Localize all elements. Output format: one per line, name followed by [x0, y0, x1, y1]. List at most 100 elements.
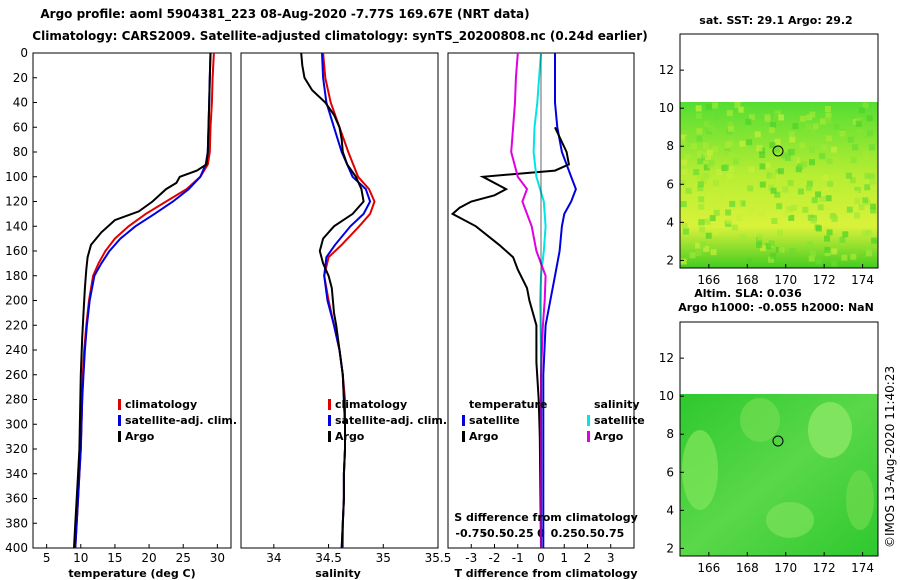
sst-cell — [776, 203, 783, 210]
sst-cell — [862, 102, 869, 109]
sst-cell — [871, 104, 878, 111]
sst-cell — [871, 237, 877, 244]
sst-cell — [854, 187, 861, 193]
sst-cell — [689, 161, 696, 167]
map-y-tick-label: 10 — [659, 389, 674, 403]
sst-x-tick-labels: 166 168 170 172 174 — [697, 264, 874, 287]
sst-cell — [822, 175, 829, 181]
depth-tick-label: 300 — [5, 417, 28, 431]
sst-cell — [731, 224, 738, 231]
legend-s-argo: Argo — [594, 430, 624, 443]
depth-tick-label: 180 — [5, 269, 28, 283]
sst-cell — [756, 145, 763, 152]
sst-cell — [816, 225, 822, 232]
x2-tick-label: -0.75 — [455, 527, 487, 540]
sst-cell — [801, 161, 808, 168]
legend-satellite-adj: satellite-adj. clim. — [125, 414, 237, 427]
sst-cell — [830, 146, 837, 153]
sst-cell — [778, 114, 784, 121]
sst-cell — [725, 141, 731, 148]
map-x-tick-label: 166 — [697, 273, 720, 287]
sla-field-texture — [682, 398, 874, 538]
map-y-tick-label: 2 — [666, 541, 674, 555]
depth-tick-label: 240 — [5, 343, 28, 357]
depth-tick-label: 280 — [5, 393, 28, 407]
sst-cell — [744, 191, 751, 197]
sst-cell — [788, 214, 795, 221]
temperature-panel: 0 20 40 60 80 100 120 140 160 180 200 220 240 260 280 3… — [5, 46, 452, 580]
sst-cell — [709, 215, 716, 222]
sst-y-tick-labels: 2 4 6 8 10 12 — [659, 63, 684, 267]
depth-tick-label: 120 — [5, 195, 28, 209]
legend-swatch-argo — [118, 431, 121, 442]
sst-cell — [728, 166, 735, 173]
sst-cell — [693, 169, 700, 176]
legend-swatch-climatology — [328, 399, 331, 410]
legend-swatch-s-satellite — [587, 415, 590, 426]
s-difference-label: S difference from climatology — [454, 511, 638, 524]
temperature-legend: climatology satellite-adj. clim. Argo — [118, 398, 237, 443]
sst-cell — [789, 148, 796, 155]
map-x-tick-label: 172 — [813, 561, 836, 575]
sst-cell — [788, 131, 795, 138]
sst-cell — [850, 253, 857, 260]
sst-cell — [856, 128, 863, 135]
sst-cell — [810, 129, 816, 135]
x2-tick-label: 0.25 — [551, 527, 578, 540]
map-x-tick-label: 172 — [813, 273, 836, 287]
sst-cell — [855, 120, 862, 127]
sst-cell — [822, 186, 829, 193]
sst-cell — [864, 184, 871, 191]
series-line-argo — [73, 53, 212, 548]
map-y-tick-label: 2 — [666, 253, 674, 267]
sst-cell — [703, 120, 710, 127]
series-line-t-satellite — [542, 53, 577, 548]
sst-cell — [817, 204, 824, 211]
sst-cell — [699, 226, 705, 233]
series-line-argo — [300, 53, 365, 548]
sst-cell — [716, 169, 723, 176]
sla-map-title-1: Altim. SLA: 0.036 — [694, 287, 802, 300]
x-tick-label: 3 — [607, 551, 615, 565]
sst-cell — [685, 187, 692, 194]
sst-cell — [738, 106, 745, 113]
sst-cell — [745, 118, 752, 125]
sst-cell — [757, 233, 764, 240]
sla-y-tick-labels: 2 4 6 8 10 12 — [659, 351, 684, 555]
sst-cell — [703, 164, 710, 171]
legend-climatology: climatology — [335, 398, 407, 411]
series-line-t-argo — [450, 126, 571, 548]
legend-temperature-heading: temperature — [469, 398, 547, 411]
sst-cell — [770, 252, 777, 259]
sst-cell — [733, 158, 739, 165]
sst-cell — [821, 144, 828, 151]
sst-cell — [868, 144, 875, 151]
sst-cell — [722, 164, 729, 171]
x-tick-label: 35 — [376, 551, 391, 565]
sst-cell — [723, 192, 730, 199]
sla-blob — [846, 470, 874, 530]
sst-cell — [865, 250, 872, 257]
sst-cell — [702, 142, 709, 149]
sst-cell — [833, 156, 839, 163]
sst-cell — [823, 204, 830, 211]
sst-cell — [747, 185, 754, 192]
sst-cell — [815, 258, 822, 265]
depth-tick-label: 0 — [20, 46, 28, 60]
sst-cell — [705, 232, 712, 239]
sst-cell — [712, 102, 719, 109]
sst-cell — [866, 115, 873, 122]
x-tick-label: 2 — [584, 551, 592, 565]
sst-cell — [698, 219, 705, 226]
sst-cell — [858, 204, 865, 210]
sst-cell — [759, 152, 766, 158]
sst-cell — [829, 212, 836, 219]
sst-cell — [847, 136, 854, 143]
sst-cell — [729, 201, 736, 208]
sst-cell — [698, 196, 705, 203]
sst-cell — [769, 142, 776, 149]
sst-cell — [863, 154, 870, 160]
sst-cell — [792, 123, 799, 130]
sst-cell — [831, 216, 838, 223]
sst-cell — [826, 229, 833, 236]
